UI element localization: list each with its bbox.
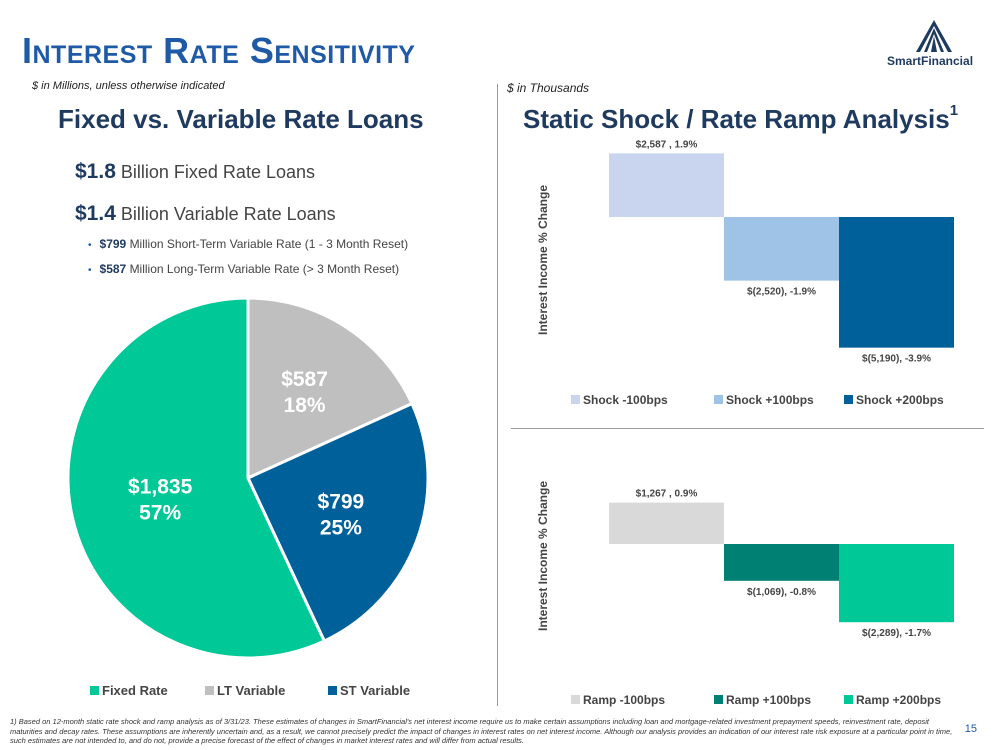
slice-st-variable [245,401,430,644]
legend-swatch [571,695,580,704]
logo: SmartFinancial [884,18,984,68]
slice-lt-variable [246,296,414,481]
footnote: 1) Based on 12-month static rate shock a… [10,717,953,745]
slice-fixed-rate [66,296,327,660]
fixed-rate-value: $1.8 [75,160,116,183]
bullet-long-term-value: $587 [99,262,127,276]
bullet-long-term-text: Million Long-Term Variable Rate (> 3 Mon… [129,262,400,276]
bar-ramp-100bps [724,544,839,581]
y-axis-title: Interest Income % Change [536,481,550,631]
bullet-short-term: • $799 Million Short-Term Variable Rate (… [88,237,408,251]
page-title: Interest Rate Sensitivity [22,30,416,71]
pie-pct-label-fixed-rate: 57% [139,502,181,525]
legend-label: Ramp +100bps [726,693,811,707]
data-label: $2,587 , 1.9% [636,139,698,150]
bullet-short-term-text: Million Short-Term Variable Rate (1 - 3 … [129,237,409,251]
bar-shock-100bps [609,153,724,217]
ramp-bar-chart: Interest Income % Change $1,267 , 0.9% $(1… [536,481,954,707]
legend-swatch [714,395,723,404]
legend-label-fixed-rate: Fixed Rate [102,683,168,698]
logo-text: SmartFinancial [887,54,974,68]
pie-value-label-st-variable: $799 [318,490,365,513]
pie-pct-label-st-variable: 25% [320,516,362,539]
legend-label-lt-variable: LT Variable [217,683,285,698]
legend-swatch [844,695,853,704]
right-heading: Static Shock / Rate Ramp Analysis1 [523,102,959,135]
bullet-short-term-value: $799 [99,237,127,251]
loan-mix-pie-chart: $1,835 57% $587 18% $799 25% Fixed Rate LT Vari… [66,296,430,698]
data-label: $(5,190), -3.9% [862,354,931,365]
horizontal-divider [511,428,984,429]
right-heading-text: Static Shock / Rate Ramp Analysis [523,104,950,134]
data-label: $(1,069), -0.8% [747,587,816,598]
variable-rate-summary: $1.4 Billion Variable Rate Loans [75,202,336,226]
bullet-icon: • [88,240,92,251]
legend-swatch-fixed-rate [90,686,99,695]
right-units-note: $ in Thousands [507,81,590,95]
shock-bar-chart: Interest Income % Change $2,587 , 1.9% $(2… [536,139,954,407]
fixed-rate-text: Billion Fixed Rate Loans [120,162,315,182]
data-label: $(2,520), -1.9% [747,287,816,298]
right-heading-footnote-ref: 1 [949,102,959,119]
y-axis-title: Interest Income % Change [536,185,550,335]
left-heading: Fixed vs. Variable Rate Loans [58,104,424,134]
page-number: 15 [964,723,977,735]
legend-label: Shock +200bps [856,393,944,407]
variable-rate-text: Billion Variable Rate Loans [120,204,336,224]
legend-swatch [844,395,853,404]
legend-swatch-lt-variable [205,686,214,695]
legend-swatch-st-variable [328,686,337,695]
pie-value-label-lt-variable: $587 [281,368,328,391]
vertical-divider [497,84,498,706]
legend-swatch [571,395,580,404]
legend-label: Ramp -100bps [583,693,665,707]
pie-pct-label-lt-variable: 18% [284,394,326,417]
data-label: $1,267 , 0.9% [636,489,698,500]
fixed-rate-summary: $1.8 Billion Fixed Rate Loans [75,160,315,184]
legend-label: Ramp +200bps [856,693,941,707]
bullet-long-term: • $587 Million Long-Term Variable Rate (>… [88,262,399,276]
legend-label: Shock -100bps [583,393,668,407]
bullet-icon: • [88,265,92,276]
pie-value-label-fixed-rate: $1,835 [128,476,193,499]
bar-ramp-200bps [839,544,954,623]
bar-shock-100bps [724,217,839,281]
legend-swatch [714,695,723,704]
logo-mark-icon [916,20,952,52]
bar-shock-200bps [839,217,954,348]
bar-ramp-100bps [609,502,724,544]
legend-label-st-variable: ST Variable [340,683,410,698]
variable-rate-value: $1.4 [75,202,116,225]
legend-label: Shock +100bps [726,393,814,407]
left-units-note: $ in Millions, unless otherwise indicate… [32,80,225,92]
data-label: $(2,289), -1.7% [862,628,931,639]
